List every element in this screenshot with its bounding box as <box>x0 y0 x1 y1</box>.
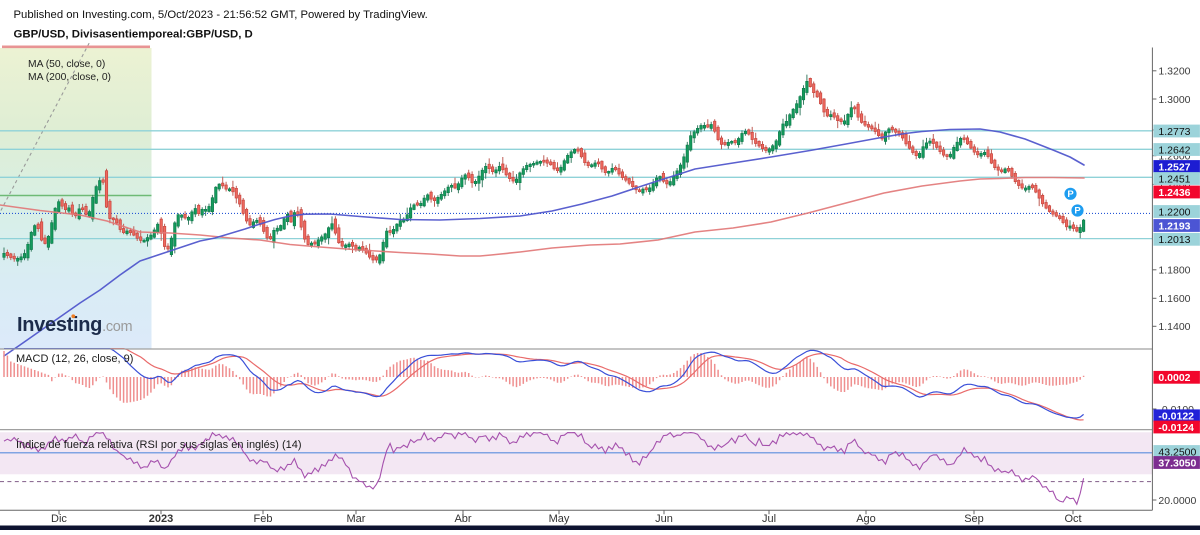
svg-text:1.2642: 1.2642 <box>1158 144 1190 156</box>
svg-text:0.0002: 0.0002 <box>1158 372 1190 384</box>
svg-text:1.2451: 1.2451 <box>1158 173 1190 185</box>
svg-text:-0.0124: -0.0124 <box>1158 422 1194 434</box>
svg-text:Índice de fuerza relativa (RSI: Índice de fuerza relativa (RSI por sus s… <box>16 438 302 451</box>
svg-text:1.1400: 1.1400 <box>1158 321 1190 333</box>
svg-text:-0.0122: -0.0122 <box>1158 411 1194 423</box>
svg-text:Dic: Dic <box>51 513 67 525</box>
svg-text:1.1600: 1.1600 <box>1158 293 1190 305</box>
svg-text:1.1800: 1.1800 <box>1158 265 1190 277</box>
svg-text:MA (50, close, 0): MA (50, close, 0) <box>28 59 105 70</box>
svg-text:Sep: Sep <box>964 513 984 525</box>
svg-text:Jul: Jul <box>762 513 776 525</box>
svg-text:1.2436: 1.2436 <box>1158 187 1190 199</box>
svg-text:1.3200: 1.3200 <box>1158 66 1190 78</box>
svg-text:Mar: Mar <box>347 513 366 525</box>
svg-text:1.2200: 1.2200 <box>1158 206 1190 218</box>
svg-text:1.2013: 1.2013 <box>1158 234 1190 246</box>
svg-text:1.2193: 1.2193 <box>1158 220 1190 232</box>
svg-text:43.2500: 43.2500 <box>1158 446 1196 458</box>
svg-text:May: May <box>549 513 570 525</box>
svg-text:GBP/USD, Divisasentiemporeal:G: GBP/USD, Divisasentiemporeal:GBP/USD, D <box>14 29 253 41</box>
svg-text:P: P <box>1067 189 1074 200</box>
svg-text:Oct: Oct <box>1064 513 1081 525</box>
svg-text:Jun: Jun <box>655 513 673 525</box>
svg-text:MA (200, close, 0): MA (200, close, 0) <box>28 72 111 83</box>
svg-text:37.3050: 37.3050 <box>1158 457 1196 469</box>
svg-text:MACD (12, 26, close, 9): MACD (12, 26, close, 9) <box>16 353 133 365</box>
svg-text:Investing.com: Investing.com <box>17 314 133 336</box>
svg-text:1.3000: 1.3000 <box>1158 94 1190 106</box>
svg-text:2023: 2023 <box>149 513 173 525</box>
svg-text:Ago: Ago <box>856 513 876 525</box>
svg-text:1.2527: 1.2527 <box>1158 161 1190 173</box>
svg-text:P: P <box>1074 206 1081 217</box>
svg-text:Published on Investing.com, 5/: Published on Investing.com, 5/Oct/2023 -… <box>14 9 428 21</box>
svg-text:1.2773: 1.2773 <box>1158 126 1190 138</box>
svg-text:Feb: Feb <box>254 513 273 525</box>
svg-text:20.0000: 20.0000 <box>1158 495 1196 507</box>
svg-text:Abr: Abr <box>454 513 471 525</box>
